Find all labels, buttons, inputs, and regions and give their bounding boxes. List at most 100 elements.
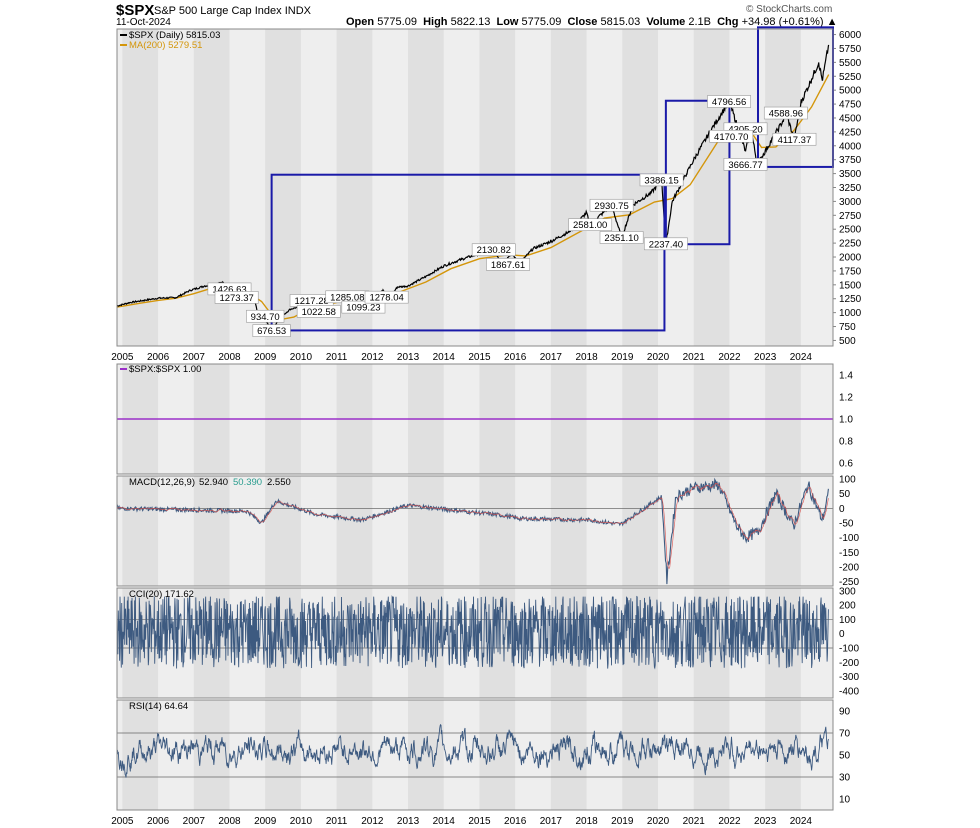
price-tick-label: 2750	[839, 211, 862, 222]
ratio-tick-label: 1.0	[839, 415, 853, 426]
ratio-tick-label: 1.2	[839, 393, 853, 404]
annotation-label: 934.70	[251, 312, 280, 323]
annotation-label: 1099.23	[346, 303, 380, 314]
panel-border	[116, 587, 834, 699]
legend-macd-signal: 50.390	[233, 477, 262, 488]
annotation-label: 4305.20	[728, 124, 762, 135]
annotation-label: 2930.75	[594, 201, 628, 212]
macd-tick-label: 0	[839, 504, 845, 515]
year-band	[122, 700, 159, 810]
rsi-line	[116, 723, 829, 778]
annotation-label: 4588.96	[769, 109, 803, 120]
price-tick-label: 2500	[839, 225, 862, 236]
price-tick-label: 4500	[839, 113, 862, 124]
annotation-box	[763, 106, 808, 120]
x-tick-label-bottom: 2012	[361, 816, 384, 827]
annotation-box	[486, 258, 530, 271]
x-tick-label-bottom: 2016	[504, 816, 527, 827]
annotation-box	[471, 243, 516, 257]
cci-line	[116, 595, 829, 670]
x-tick-label-top: 2013	[397, 352, 420, 363]
year-band	[765, 700, 801, 810]
year-band	[408, 700, 444, 810]
panel-border	[116, 699, 834, 811]
annotation-label: 2130.82	[477, 245, 511, 256]
price-tick-label: 6000	[839, 30, 862, 41]
price-tick-label: 5000	[839, 86, 862, 97]
x-tick-label-top: 2021	[683, 352, 706, 363]
annotation-box	[246, 309, 285, 323]
year-band	[550, 29, 587, 346]
low-label: Low	[496, 16, 519, 28]
legend-ratio: $SPX:$SPX 1.00	[129, 364, 201, 375]
annotation-box	[643, 237, 688, 251]
panel-border	[116, 475, 834, 587]
annotation-label: 4796.56	[712, 97, 746, 108]
low-value: 5775.09	[521, 16, 562, 28]
price-tick-label: 5250	[839, 72, 862, 83]
annotation-box	[568, 218, 613, 232]
annotation-box	[599, 231, 644, 244]
macd-tick-label: -50	[839, 518, 854, 529]
price-tick-label: 5750	[839, 44, 862, 55]
cci-tick-label: 100	[839, 615, 856, 626]
x-tick-label-top: 2023	[754, 352, 777, 363]
year-band	[693, 29, 730, 346]
close-value: 5815.03	[600, 16, 641, 28]
x-tick-label-bottom: 2007	[183, 816, 206, 827]
x-tick-label-top: 2019	[611, 352, 634, 363]
x-tick-label-bottom: 2020	[647, 816, 670, 827]
annotation-label: 1022.58	[302, 307, 336, 318]
macd-tick-label: -100	[839, 533, 859, 544]
price-tick-label: 1500	[839, 280, 862, 291]
annotation-box	[723, 158, 768, 171]
macd-tick-label: 100	[839, 474, 856, 485]
x-tick-label-top: 2015	[468, 352, 491, 363]
x-tick-label-top: 2020	[647, 352, 670, 363]
year-band	[265, 476, 301, 586]
annotation-box	[341, 300, 386, 314]
annotation-label: 1278.04	[369, 293, 403, 304]
rsi-tick-label: 30	[839, 773, 851, 784]
price-tick-label: 500	[839, 336, 856, 347]
macd-tick-label: -200	[839, 562, 859, 573]
annotation-box	[214, 291, 259, 304]
x-tick-label-top: 2012	[361, 352, 384, 363]
annotation-label: 1426.63	[212, 284, 246, 295]
macd-tick-label: -250	[839, 577, 859, 588]
annotation-label: 4170.70	[714, 132, 748, 143]
x-tick-label-bottom: 2015	[468, 816, 491, 827]
cci-tick-label: -200	[839, 658, 859, 669]
x-tick-label-top: 2024	[790, 352, 813, 363]
legend-cci: CCI(20) 171.62	[129, 589, 194, 600]
annotation-label: 1217.28	[294, 296, 328, 307]
macd-tick-label: 50	[839, 489, 851, 500]
legend-ma: MA(200) 5279.51	[129, 40, 202, 51]
rsi-tick-label: 10	[839, 795, 851, 806]
legend-macd-hist: 2.550	[267, 477, 291, 488]
year-band	[193, 476, 230, 586]
annotation-box	[296, 305, 341, 318]
panel-border	[116, 363, 834, 475]
annotation-box	[709, 129, 754, 143]
year-band	[408, 29, 444, 346]
cci-tick-label: -400	[839, 686, 859, 697]
year-band	[336, 476, 373, 586]
annotation-label: 1273.37	[219, 293, 253, 304]
x-tick-label-top: 2018	[575, 352, 598, 363]
price-tick-label: 1750	[839, 266, 862, 277]
year-band	[408, 476, 444, 586]
x-tick-label-top: 2009	[254, 352, 277, 363]
annotation-label: 1867.61	[491, 260, 525, 271]
price-tick-label: 750	[839, 322, 856, 333]
index-name: S&P 500 Large Cap Index INDX	[154, 5, 311, 17]
volume-value: 2.1B	[688, 16, 711, 28]
price-tick-label: 5500	[839, 58, 862, 69]
legend-spx: $SPX (Daily) 5815.03	[129, 30, 220, 41]
price-tick-label: 3500	[839, 169, 862, 180]
legend-macd: MACD(12,26,9)	[129, 477, 195, 488]
highlight-box	[270, 173, 666, 332]
price-tick-label: 4750	[839, 100, 862, 111]
x-tick-label-bottom: 2018	[575, 816, 598, 827]
